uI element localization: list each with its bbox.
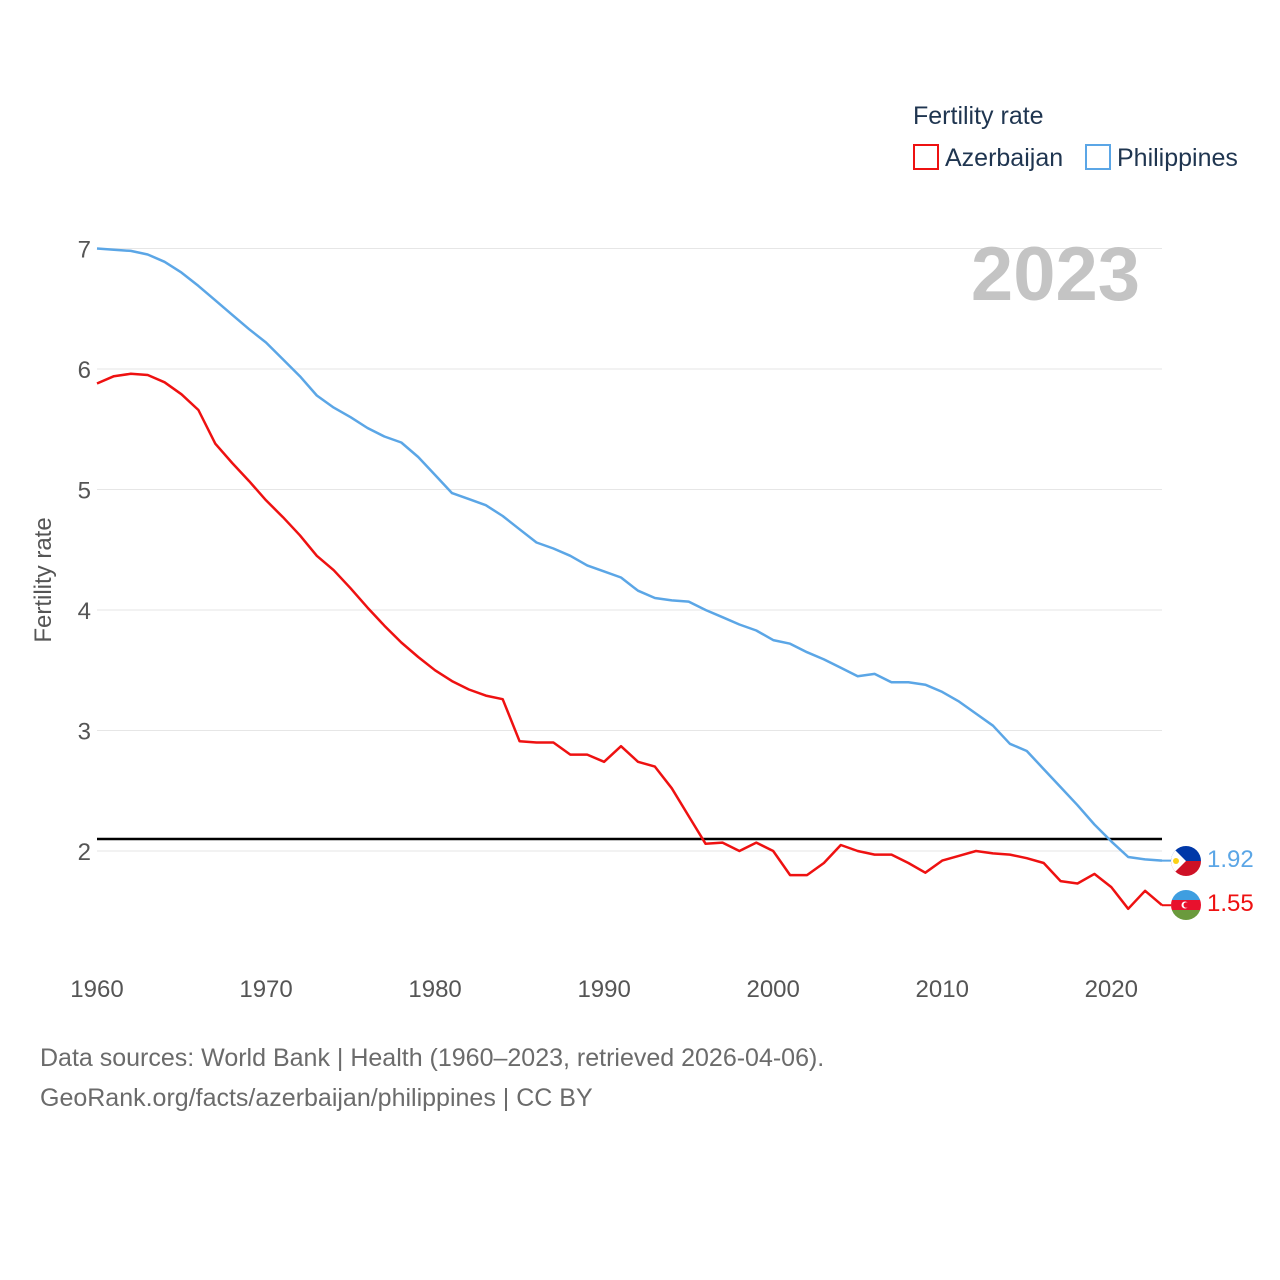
azerbaijan-end-value: 1.55: [1207, 890, 1254, 917]
y-tick-label-7: 7: [78, 237, 91, 264]
y-axis-label: Fertility rate: [30, 517, 57, 642]
legend: Fertility rate Azerbaijan Philippines: [913, 102, 1238, 172]
grid-lines: [97, 248, 1162, 852]
x-tick-label-1960: 1960: [70, 976, 123, 1003]
x-tick-label-2000: 2000: [746, 976, 799, 1003]
y-tick-label-4: 4: [78, 598, 91, 625]
y-tick-label-3: 3: [78, 719, 91, 746]
y-tick-label-6: 6: [78, 357, 91, 384]
legend-title: Fertility rate: [913, 102, 1044, 130]
data-source-note: Data sources: World Bank | Health (1960–…: [40, 1044, 825, 1072]
y-tick-label-2: 2: [78, 839, 91, 866]
x-tick-label-2020: 2020: [1085, 976, 1138, 1003]
series-lines: [96, 247, 1171, 911]
x-tick-label-1980: 1980: [408, 976, 461, 1003]
legend-label-azerbaijan[interactable]: Azerbaijan: [945, 144, 1063, 172]
attribution-note[interactable]: GeoRank.org/facts/azerbaijan/philippines…: [40, 1084, 593, 1112]
y-axis-ticks: 2 3 4 5 6 7: [78, 237, 91, 867]
series-end-markers: [1171, 846, 1201, 920]
philippines-flag-icon: [1171, 846, 1201, 876]
y-tick-label-5: 5: [78, 478, 91, 505]
x-tick-label-1970: 1970: [239, 976, 292, 1003]
series-line-philippines[interactable]: [96, 247, 1163, 862]
series-line-azerbaijan[interactable]: [96, 372, 1163, 911]
legend-swatch-philippines[interactable]: [1085, 144, 1111, 170]
legend-label-philippines[interactable]: Philippines: [1117, 144, 1238, 172]
legend-swatch-azerbaijan[interactable]: [913, 144, 939, 170]
x-tick-label-2010: 2010: [916, 976, 969, 1003]
azerbaijan-flag-icon: [1171, 890, 1201, 920]
current-year-label: 2023: [971, 232, 1140, 317]
x-axis-ticks: 1960 1970 1980 1990 2000 2010 2020: [70, 976, 1138, 1003]
x-tick-label-1990: 1990: [577, 976, 630, 1003]
philippines-end-value: 1.92: [1207, 846, 1254, 873]
